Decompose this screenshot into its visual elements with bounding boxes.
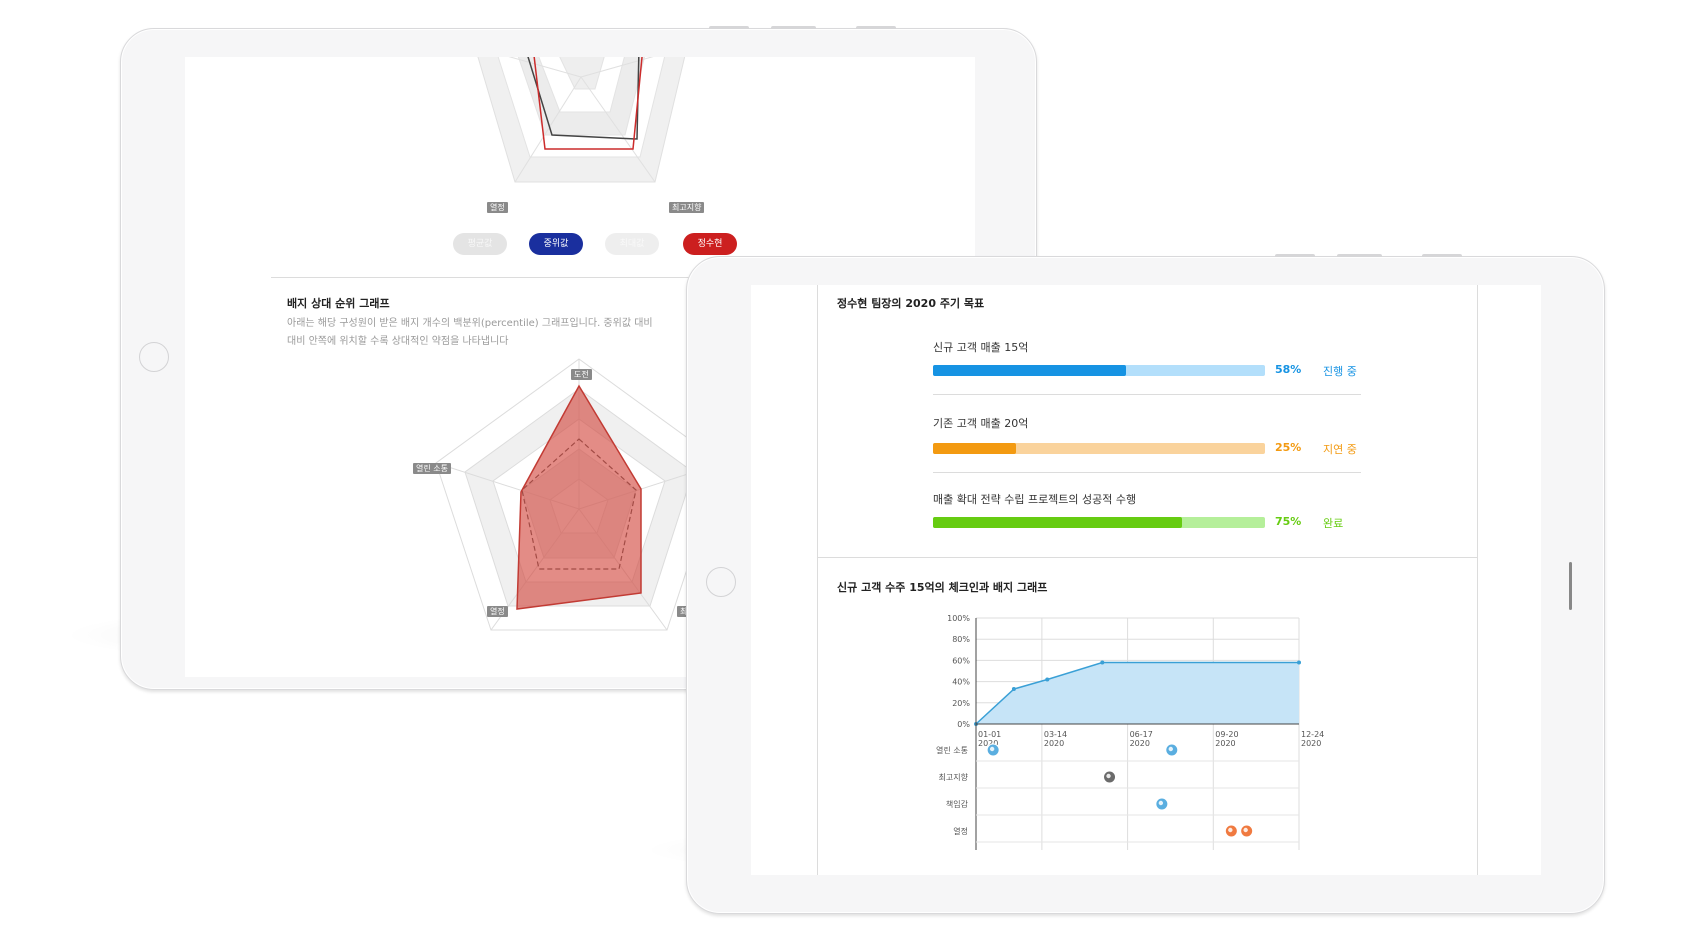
progress-point <box>1100 660 1105 665</box>
radar-label-challenge: 도전 <box>571 369 592 380</box>
goal-percent: 58% <box>1275 363 1302 376</box>
goals-title: 정수현 팀장의 2020 주기 목표 <box>837 297 985 310</box>
front-tablet: 정수현 팀장의 2020 주기 목표 신규 고객 매출 15억 58% 진행 중… <box>686 254 1605 914</box>
goal-status: 진행 중 <box>1323 365 1357 378</box>
top-radar-chart <box>477 57 686 183</box>
content-border-left <box>817 285 818 875</box>
goal-label: 기존 고객 매출 20억 <box>933 417 1029 430</box>
radar-label-excellence-top: 최고지향 <box>669 202 705 213</box>
side-scroll-handle[interactable] <box>1569 562 1572 610</box>
y-tick-label: 40% <box>952 678 970 687</box>
y-tick-label: 100% <box>947 614 970 623</box>
goal-label: 매출 확대 전략 수립 프로젝트의 성공적 수행 <box>933 493 1137 506</box>
goal-status: 지연 중 <box>1323 443 1357 456</box>
x-tick-label: 06-17 <box>1130 730 1153 739</box>
radar-label-open-communication: 열린 소통 <box>413 463 451 474</box>
badge-rank-description-2: 대비 안쪽에 위치할 수록 상대적인 약점을 나타냅니다 <box>287 336 509 347</box>
badge-rank-description-1: 아래는 해당 구성원이 받은 배지 개수의 백분위(percentile) 그래… <box>287 318 653 329</box>
goal-status: 완료 <box>1323 517 1344 530</box>
x-tick-label: 01-01 <box>978 730 1001 739</box>
person-series-line <box>533 57 643 150</box>
badge-row-label: 최고지향 <box>939 772 969 782</box>
x-tick-label: 09-20 <box>1215 730 1238 739</box>
goal-progress-fill <box>933 443 1016 454</box>
goal-progress-fill <box>933 517 1182 528</box>
goal-percent: 25% <box>1275 441 1302 454</box>
progress-point <box>1045 677 1050 682</box>
legend-average-pill[interactable]: 평균값 <box>453 233 507 255</box>
y-tick-label: 80% <box>952 635 970 644</box>
progress-point <box>1297 660 1301 665</box>
content-border-right <box>1477 285 1478 875</box>
trophy-badge-icon-glyph <box>1106 773 1111 779</box>
chat-badge-icon-glyph <box>989 746 995 752</box>
flame-badge-icon-glyph <box>1243 827 1248 833</box>
x-tick-label: 12-24 <box>1301 730 1324 739</box>
home-button[interactable] <box>706 567 736 597</box>
radar-label-excellence: 최 <box>677 606 691 617</box>
legend-max-pill[interactable]: 최대값 <box>605 233 659 255</box>
badge-row-label: 책임감 <box>946 799 969 809</box>
goal-label: 신규 고객 매출 15억 <box>933 341 1029 354</box>
home-button[interactable] <box>139 342 169 372</box>
goal-percent: 75% <box>1275 515 1302 528</box>
goal-progress-bar <box>933 365 1265 376</box>
badge-rank-title: 배지 상대 순위 그래프 <box>287 297 390 310</box>
checkin-chart-title: 신규 고객 수주 15억의 체크인과 배지 그래프 <box>837 581 1048 594</box>
person-series-area <box>516 384 642 610</box>
checkin-badge-chart: 0%20%40%60%80%100%01-01202003-14202006-1… <box>936 614 1324 850</box>
x-tick-year-label: 2020 <box>978 739 998 748</box>
x-tick-year-label: 2020 <box>1044 739 1064 748</box>
radar-label-passion-top: 열정 <box>487 202 508 213</box>
radar-label-passion: 열정 <box>487 606 508 617</box>
badge-row-label: 열정 <box>953 826 968 836</box>
flame-badge-icon-glyph <box>1228 827 1233 833</box>
y-tick-label: 60% <box>952 656 970 665</box>
progress-area <box>976 662 1299 724</box>
badge-radar-chart <box>435 358 723 631</box>
front-screen: 정수현 팀장의 2020 주기 목표 신규 고객 매출 15억 58% 진행 중… <box>751 285 1541 875</box>
handshake-badge-icon-glyph <box>1158 800 1164 806</box>
chat-badge-icon-glyph <box>1168 746 1173 752</box>
y-tick-label: 0% <box>957 720 970 729</box>
x-tick-year-label: 2020 <box>1130 739 1150 748</box>
legend-median-pill[interactable]: 중위값 <box>529 233 583 255</box>
y-tick-label: 20% <box>952 699 970 708</box>
section-divider <box>817 557 1478 558</box>
x-tick-label: 03-14 <box>1044 730 1067 739</box>
legend-person-pill[interactable]: 정수현 <box>683 233 737 255</box>
x-tick-year-label: 2020 <box>1301 739 1321 748</box>
section-divider <box>271 277 975 278</box>
goal-progress-bar <box>933 517 1265 528</box>
goal-progress-bar <box>933 443 1265 454</box>
goal-progress-fill <box>933 365 1126 376</box>
x-tick-year-label: 2020 <box>1215 739 1235 748</box>
badge-row-label: 열린 소통 <box>936 745 968 755</box>
progress-point <box>1011 687 1016 692</box>
